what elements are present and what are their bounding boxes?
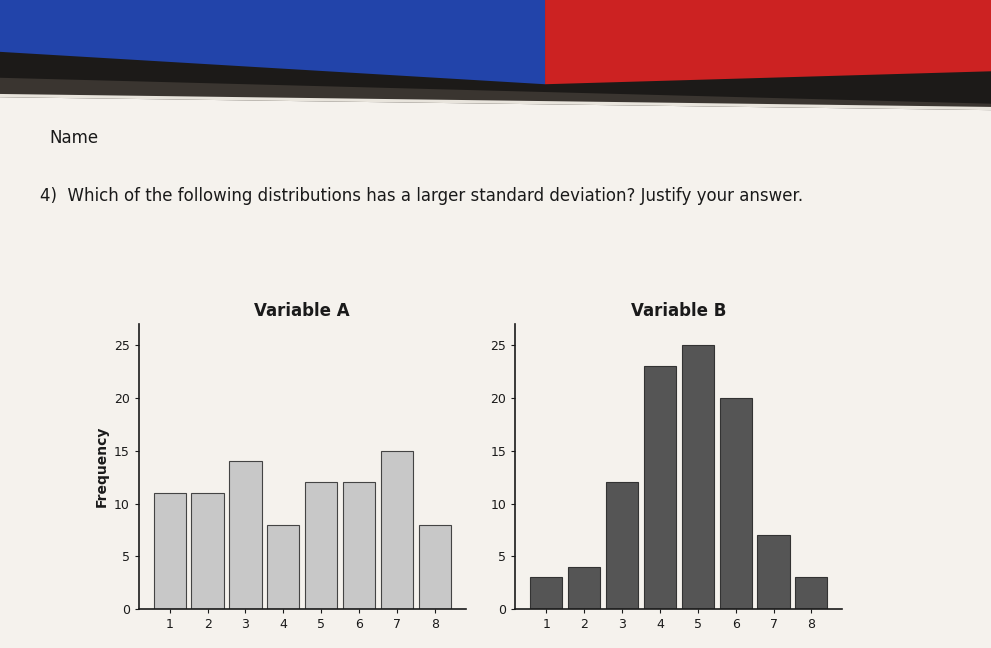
Bar (719, 398, 752, 609)
Bar (568, 567, 601, 609)
Text: Name: Name (50, 128, 99, 146)
Bar (530, 577, 562, 609)
Bar (606, 482, 638, 609)
Polygon shape (0, 0, 991, 104)
Bar (644, 366, 676, 609)
Bar (154, 493, 185, 609)
Bar (682, 345, 714, 609)
Bar (343, 482, 376, 609)
Text: 4)  Which of the following distributions has a larger standard deviation? Justif: 4) Which of the following distributions … (40, 187, 803, 205)
Title: Variable A: Variable A (255, 302, 350, 319)
Bar (757, 535, 790, 609)
Title: Variable B: Variable B (631, 302, 726, 319)
Bar (305, 482, 337, 609)
Polygon shape (545, 0, 991, 84)
Y-axis label: Frequency: Frequency (94, 426, 108, 507)
Polygon shape (0, 97, 991, 648)
Bar (419, 525, 451, 609)
Polygon shape (0, 94, 991, 110)
Bar (381, 451, 413, 609)
Bar (796, 577, 827, 609)
Bar (229, 461, 262, 609)
Bar (191, 493, 224, 609)
Bar (268, 525, 299, 609)
Polygon shape (0, 0, 545, 84)
